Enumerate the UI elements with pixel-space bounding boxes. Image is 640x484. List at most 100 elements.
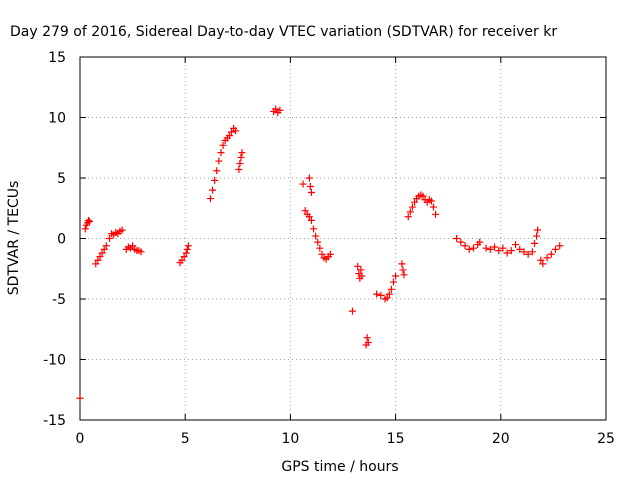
y-tick-label: 5	[57, 171, 66, 187]
data-point	[312, 232, 320, 240]
data-point	[408, 203, 416, 211]
data-point	[457, 238, 465, 246]
y-tick-label: 0	[57, 232, 66, 248]
data-point	[533, 232, 541, 240]
grid	[80, 57, 606, 420]
data-point	[552, 245, 560, 253]
data-point	[118, 226, 126, 234]
data-point	[306, 182, 314, 190]
data-point	[129, 242, 137, 250]
data-point	[305, 174, 313, 182]
data-point	[307, 189, 315, 197]
data-point	[377, 291, 385, 299]
x-tick-label: 10	[281, 431, 299, 447]
data-point	[217, 149, 225, 157]
data-point	[318, 250, 326, 258]
data-point	[98, 249, 106, 257]
data-point	[482, 244, 490, 252]
data-point	[215, 157, 223, 165]
data-point	[363, 334, 371, 342]
data-point	[499, 244, 507, 252]
x-tick-label: 25	[597, 431, 615, 447]
data-point	[76, 394, 84, 402]
data-point	[84, 216, 92, 224]
x-tick-label: 20	[492, 431, 510, 447]
data-point	[183, 245, 191, 253]
data-point	[182, 249, 190, 257]
data-point	[385, 290, 393, 298]
data-point	[358, 272, 366, 280]
data-point	[137, 248, 145, 256]
data-point	[534, 226, 542, 234]
data-point	[81, 225, 89, 233]
data-point	[399, 266, 407, 274]
data-point	[411, 198, 419, 206]
data-point	[310, 225, 318, 233]
data-point	[92, 260, 100, 268]
data-point	[476, 238, 484, 246]
data-point	[178, 256, 186, 264]
x-axis-label: GPS time / hours	[281, 459, 398, 475]
data-point	[237, 153, 245, 161]
data-point	[238, 149, 246, 157]
data-point	[495, 247, 503, 255]
data-point	[461, 242, 469, 250]
data-point	[512, 241, 520, 249]
data-point	[232, 127, 240, 135]
data-point	[236, 159, 244, 167]
data-point	[184, 242, 192, 250]
data-point	[507, 247, 515, 255]
data-point	[387, 285, 395, 293]
data-point	[272, 105, 280, 113]
data-point	[180, 253, 188, 261]
data-point	[354, 262, 362, 270]
data-point	[102, 242, 110, 250]
chart-title: Day 279 of 2016, Sidereal Day-to-day VTE…	[10, 24, 557, 40]
data-point	[503, 249, 511, 257]
data-point	[427, 197, 435, 205]
data-point	[364, 339, 372, 347]
data-point	[307, 216, 315, 224]
data-point	[213, 167, 221, 175]
data-point	[235, 166, 243, 174]
y-tick-label: 10	[48, 111, 66, 127]
y-axis-label: SDTVAR / TECUs	[6, 181, 22, 296]
data-point	[419, 192, 427, 200]
data-point	[314, 238, 322, 246]
data-point	[528, 248, 536, 256]
data-point	[383, 294, 391, 302]
data-point	[469, 244, 477, 252]
data-point	[429, 203, 437, 211]
data-point	[85, 218, 93, 226]
x-tick-label: 15	[387, 431, 405, 447]
data-point	[389, 278, 397, 286]
y-tick-label: -5	[52, 292, 66, 308]
y-tick-label: -15	[43, 413, 66, 429]
data-point	[490, 243, 498, 251]
data-point	[209, 186, 217, 194]
data-point	[301, 207, 309, 215]
data-point	[543, 254, 551, 262]
data-point	[227, 128, 235, 136]
data-point	[400, 271, 408, 279]
data-point	[516, 245, 524, 253]
data-point	[225, 132, 233, 140]
data-point	[105, 235, 113, 242]
data-series	[76, 105, 564, 402]
data-point	[465, 245, 473, 253]
data-point	[530, 239, 538, 247]
data-point	[520, 248, 528, 256]
data-point	[539, 260, 547, 268]
y-tick-label: 15	[48, 50, 66, 66]
data-point	[556, 242, 564, 250]
data-point	[326, 250, 334, 258]
data-point	[96, 253, 104, 261]
data-point	[305, 213, 313, 221]
data-point	[453, 235, 461, 242]
axes	[79, 56, 607, 421]
data-point	[524, 250, 532, 258]
data-point	[357, 266, 365, 274]
data-point	[547, 250, 555, 258]
